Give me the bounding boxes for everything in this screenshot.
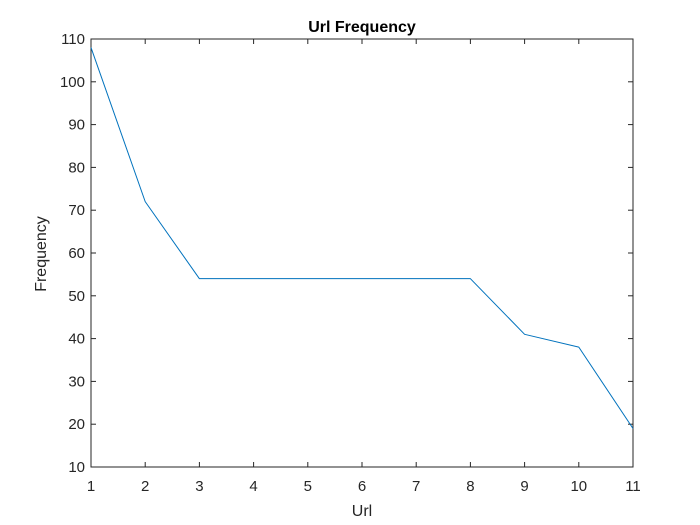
y-axis-label: Frequency xyxy=(33,216,50,292)
y-tick-label: 30 xyxy=(68,373,85,390)
x-axis-label: Url xyxy=(352,503,372,520)
x-axis: 1 2 3 4 5 6 7 8 9 10 11 xyxy=(87,39,641,495)
y-tick-label: 20 xyxy=(68,416,85,433)
y-tick-label: 50 xyxy=(68,288,85,305)
series-line-0 xyxy=(90,47,634,429)
y-tick-label: 70 xyxy=(68,202,85,219)
y-tick-label: 90 xyxy=(68,117,85,134)
y-tick-label: 110 xyxy=(61,31,85,48)
x-tick-label: 6 xyxy=(358,478,366,495)
x-tick-label: 2 xyxy=(141,478,149,495)
x-tick-label: 3 xyxy=(195,478,203,495)
y-tick-label: 60 xyxy=(68,245,85,262)
plot-area: 10 20 30 40 50 60 70 80 90 100 110 1 2 3 4 5 6 7 8 9 10 11 xyxy=(60,31,641,495)
x-tick-label: 1 xyxy=(87,478,95,495)
series-layer xyxy=(90,47,634,429)
y-tick-label: 10 xyxy=(68,459,85,476)
x-tick-label: 7 xyxy=(412,478,420,495)
x-tick-label: 5 xyxy=(304,478,312,495)
y-tick-label: 100 xyxy=(60,74,85,91)
x-tick-label: 9 xyxy=(520,478,528,495)
y-axis: 10 20 30 40 50 60 70 80 90 100 110 xyxy=(60,31,633,476)
x-tick-label: 8 xyxy=(466,478,474,495)
x-tick-label: 4 xyxy=(249,478,257,495)
plot-frame xyxy=(90,38,634,468)
y-tick-label: 80 xyxy=(68,159,85,176)
x-tick-label: 10 xyxy=(570,478,587,495)
x-tick-label: 11 xyxy=(625,478,641,495)
chart-title: Url Frequency xyxy=(308,19,416,36)
y-tick-label: 40 xyxy=(68,331,85,348)
